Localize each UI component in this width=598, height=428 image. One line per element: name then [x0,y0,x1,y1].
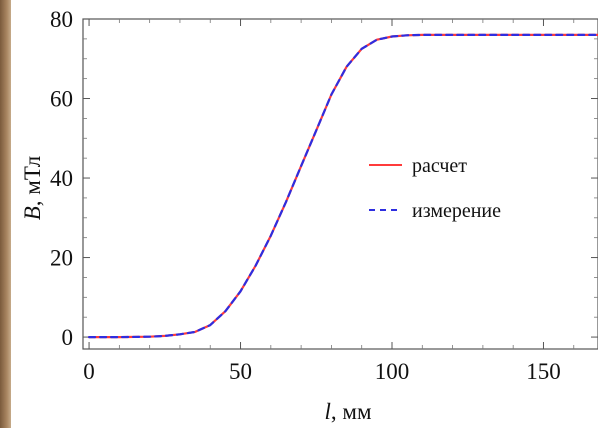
series-line-raschet [87,33,598,339]
x-axis-unit: , мм [331,399,372,424]
y-tick-label: 80 [50,7,73,32]
y-tick-labels: 0 20 40 60 80 [50,7,73,350]
x-tick-label: 150 [526,359,561,384]
ticks [83,18,598,349]
series-group [87,33,598,339]
plot-frame [82,18,598,350]
y-tick-label: 20 [50,246,73,271]
x-tick-label: 0 [83,359,95,384]
y-axis-label: B, мТл [20,156,45,221]
legend-label-raschet: расчет [412,155,467,177]
y-tick-label: 60 [50,87,73,112]
legend-label-izmerenie: измерение [412,200,501,222]
series-line-izmerenie [87,33,598,339]
x-axis-variable: l [325,399,331,424]
y-axis-unit: , мТл [20,156,45,206]
x-tick-label: 50 [229,359,252,384]
y-axis-variable: B [20,206,45,220]
legend: расчет измерение [369,155,501,222]
y-tick-label: 0 [62,325,74,350]
x-tick-labels: 0 50 100 150 [83,359,560,384]
left-photo-edge [0,0,11,428]
x-tick-label: 100 [375,359,410,384]
x-axis-label: l, мм [325,399,372,424]
y-tick-label: 40 [50,166,73,191]
